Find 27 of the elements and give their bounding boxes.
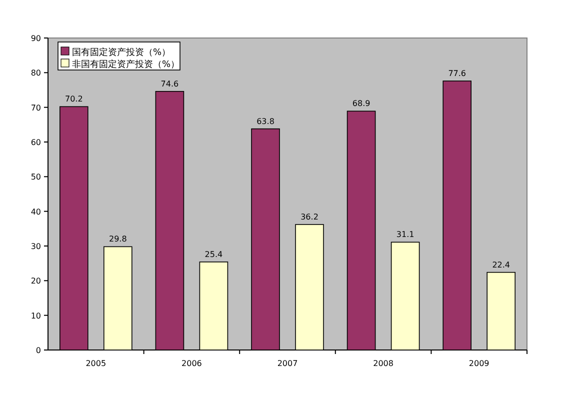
y-tick-label: 30 [30,242,41,251]
data-label: 70.2 [64,94,83,104]
x-tick-label: 2009 [468,359,490,368]
data-label: 74.6 [160,79,179,88]
y-tick-label: 70 [30,103,41,112]
y-tick-label: 10 [30,311,41,320]
data-label: 77.6 [448,68,466,78]
y-tick-label: 60 [30,138,41,147]
x-tick-label: 2006 [182,359,202,368]
y-tick-label: 90 [30,34,41,43]
data-label: 22.4 [492,260,510,270]
data-label: 68.9 [352,99,370,108]
legend-label: 非国有固定资产投资（%） [72,59,180,70]
y-tick-label: 0 [36,346,41,355]
legend-label: 国有固定资产投资（%） [72,47,171,58]
x-tick-label: 2008 [373,359,394,368]
data-label: 63.8 [256,116,274,126]
data-label: 25.4 [204,250,223,259]
data-label: 36.2 [300,212,318,222]
y-tick-label: 50 [30,172,41,182]
data-label: 29.8 [108,234,127,244]
y-tick-label: 40 [30,207,41,216]
data-label: 31.1 [396,230,414,240]
y-tick-label: 80 [30,68,41,78]
y-tick-label: 20 [30,276,41,286]
x-tick-label: 2005 [86,359,106,368]
x-tick-label: 2007 [277,359,298,368]
